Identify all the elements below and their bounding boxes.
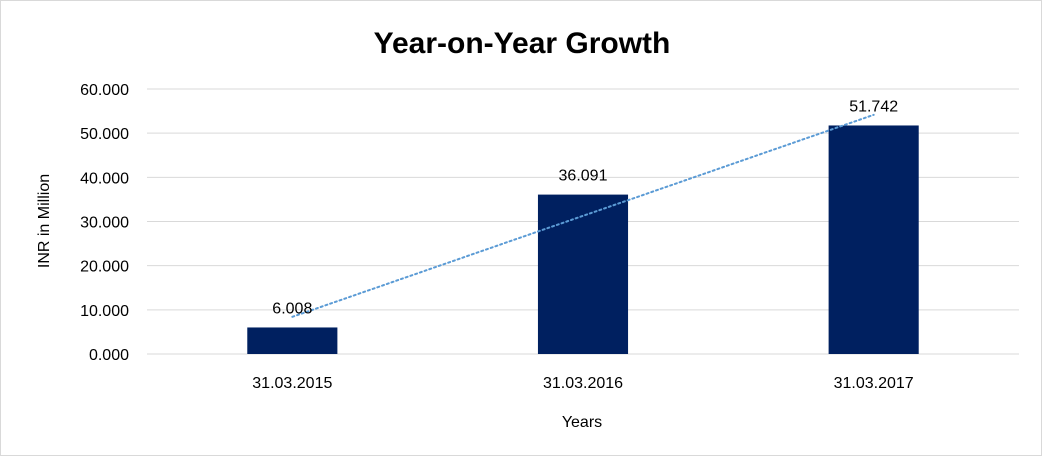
trendline bbox=[291, 113, 875, 318]
chart-title: Year-on-Year Growth bbox=[374, 27, 671, 60]
y-axis-ticks: 0.000 10.000 20.000 30.000 40.000 50.000 60.00… bbox=[80, 82, 129, 364]
data-label: 6.008 bbox=[272, 300, 312, 317]
y-tick-label: 0.000 bbox=[89, 347, 129, 364]
y-tick-label: 30.000 bbox=[80, 215, 129, 232]
data-label: 36.091 bbox=[559, 168, 608, 185]
bars bbox=[247, 125, 919, 354]
y-tick-label: 50.000 bbox=[80, 126, 129, 143]
trendline-line bbox=[291, 113, 875, 318]
data-labels: 6.008 36.091 51.742 bbox=[272, 98, 898, 317]
bar bbox=[828, 125, 919, 354]
y-tick-label: 60.000 bbox=[80, 82, 129, 99]
data-label: 51.742 bbox=[849, 98, 898, 115]
x-tick-label: 31.03.2017 bbox=[834, 375, 914, 392]
y-tick-label: 10.000 bbox=[80, 303, 129, 320]
bar bbox=[247, 327, 338, 354]
y-tick-label: 40.000 bbox=[80, 170, 129, 187]
bar bbox=[537, 194, 629, 354]
x-axis-ticks: 31.03.2015 31.03.2016 31.03.2017 bbox=[252, 375, 914, 392]
y-tick-label: 20.000 bbox=[80, 259, 129, 276]
x-tick-label: 31.03.2016 bbox=[543, 375, 623, 392]
x-axis-label: Years bbox=[562, 414, 602, 431]
y-axis-label: INR in Million bbox=[36, 174, 53, 268]
x-tick-label: 31.03.2015 bbox=[252, 375, 332, 392]
